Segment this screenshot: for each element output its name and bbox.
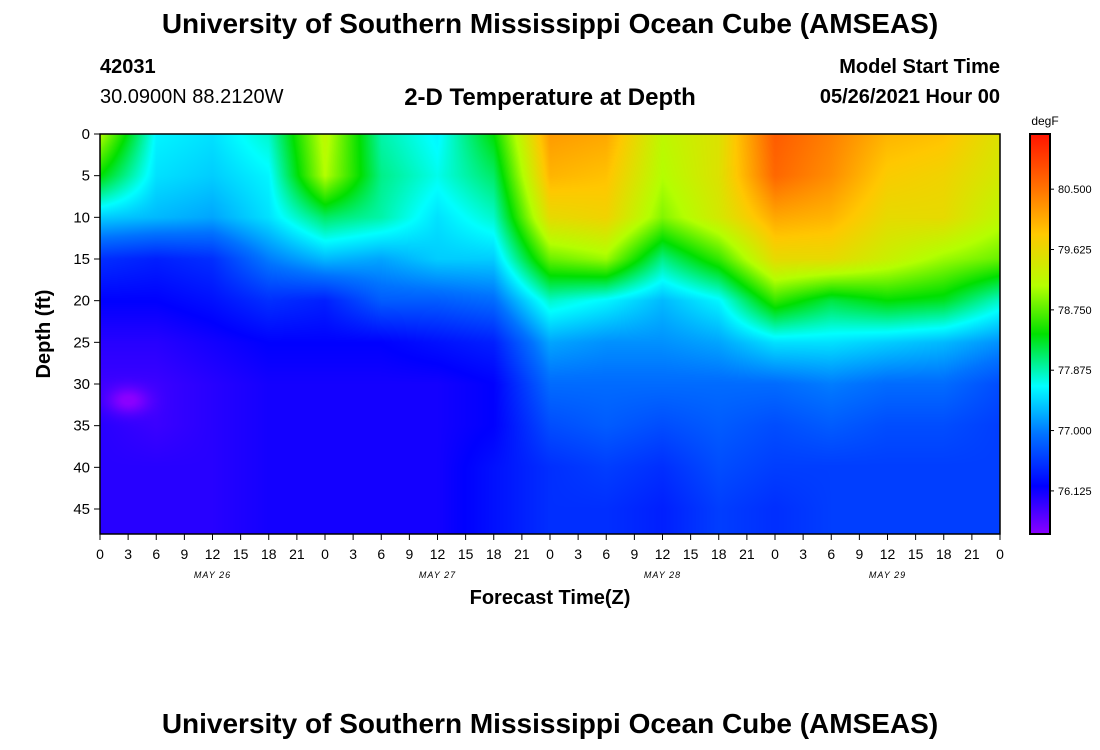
- x-tick-label: 3: [574, 546, 582, 562]
- y-tick-label: 35: [73, 418, 90, 435]
- heatmap-plot-area: [100, 134, 1000, 534]
- x-axis-label: Forecast Time(Z): [470, 587, 631, 609]
- date-label: MAY 28: [644, 570, 681, 580]
- x-tick-label: 18: [936, 546, 952, 562]
- x-tick-label: 6: [152, 546, 160, 562]
- chart-title: 2-D Temperature at Depth: [404, 84, 696, 111]
- colorbar: [1029, 133, 1051, 535]
- x-tick-label: 21: [739, 546, 755, 562]
- x-tick-label: 0: [996, 546, 1004, 562]
- x-tick-label: 0: [546, 546, 554, 562]
- x-tick-label: 18: [261, 546, 277, 562]
- colorbar-label: 80.500: [1058, 184, 1092, 196]
- x-tick-label: 9: [855, 546, 863, 562]
- y-tick-label: 40: [73, 459, 90, 476]
- y-tick-label: 25: [73, 334, 90, 351]
- x-tick-label: 12: [430, 546, 446, 562]
- y-axis-label: Depth (ft): [33, 290, 55, 379]
- x-tick-label: 21: [289, 546, 305, 562]
- x-tick-label: 15: [458, 546, 474, 562]
- y-tick-label: 30: [73, 376, 90, 393]
- station-id: 42031: [100, 56, 156, 78]
- x-tick-label: 12: [205, 546, 221, 562]
- y-tick-label: 10: [73, 209, 90, 226]
- date-label: MAY 29: [869, 570, 906, 580]
- x-tick-label: 6: [602, 546, 610, 562]
- x-tick-label: 21: [964, 546, 980, 562]
- x-tick-label: 9: [630, 546, 638, 562]
- station-coordinates: 30.0900N 88.2120W: [100, 86, 284, 108]
- date-label: MAY 26: [194, 570, 231, 580]
- y-tick-label: 5: [82, 168, 90, 185]
- model-start-value: 05/26/2021 Hour 00: [819, 86, 1000, 108]
- colorbar-label: 77.000: [1058, 426, 1092, 438]
- x-tick-label: 12: [880, 546, 896, 562]
- x-tick-label: 18: [486, 546, 502, 562]
- x-tick-label: 3: [799, 546, 807, 562]
- colorbar-label: 77.875: [1058, 365, 1092, 377]
- colorbar-labels: 80.500 79.625 78.750 77.875 77.000 76.125: [1050, 184, 1092, 498]
- footer-title: University of Southern Mississippi Ocean…: [161, 708, 939, 739]
- x-tick-label: 18: [711, 546, 727, 562]
- x-tick-label: 3: [349, 546, 357, 562]
- x-tick-label: 9: [180, 546, 188, 562]
- x-tick-label: 0: [321, 546, 329, 562]
- colorbar-unit: degF: [1031, 114, 1058, 128]
- x-tick-label: 3: [124, 546, 132, 562]
- y-tick-label: 20: [73, 293, 90, 310]
- x-tick-label: 21: [514, 546, 530, 562]
- colorbar-label: 78.750: [1058, 305, 1092, 317]
- x-tick-label: 6: [377, 546, 385, 562]
- colorbar-label: 79.625: [1058, 245, 1092, 257]
- x-tick-label: 0: [771, 546, 779, 562]
- colorbar-label: 76.125: [1058, 486, 1092, 498]
- page-title: University of Southern Mississippi Ocean…: [161, 8, 939, 39]
- y-tick-label: 45: [73, 501, 90, 518]
- x-tick-label: 0: [96, 546, 104, 562]
- x-tick-label: 15: [683, 546, 699, 562]
- x-tick-label: 15: [233, 546, 249, 562]
- model-start-label: Model Start Time: [839, 56, 1000, 78]
- heatmap-canvas: [100, 134, 1000, 534]
- x-tick-label: 9: [405, 546, 413, 562]
- x-tick-label: 6: [827, 546, 835, 562]
- x-tick-label: 12: [655, 546, 671, 562]
- x-tick-label: 15: [908, 546, 924, 562]
- y-tick-label: 15: [73, 251, 90, 268]
- y-tick-label: 0: [82, 126, 90, 143]
- date-label: MAY 27: [419, 570, 456, 580]
